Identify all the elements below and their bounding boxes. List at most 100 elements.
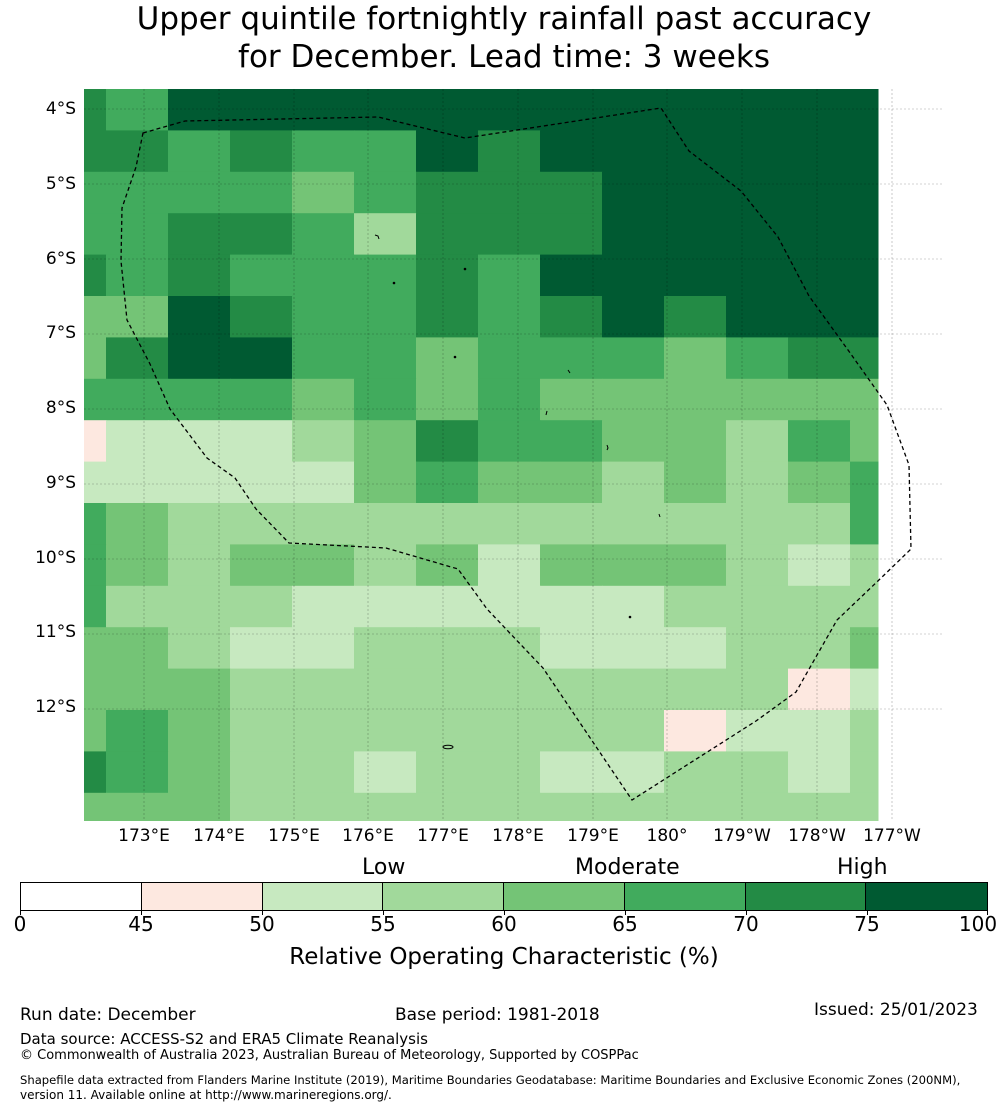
colorbar-tick-label: 75 [854, 912, 880, 936]
grid-cell [354, 337, 417, 380]
grid-cell [84, 792, 107, 821]
grid-cell [540, 296, 603, 338]
grid-cell [788, 585, 851, 628]
grid-cell [540, 213, 603, 256]
grid-cell [84, 668, 107, 711]
data-source: Data source: ACCESS-S2 and ERA5 Climate … [20, 1030, 428, 1048]
grid-cell [788, 130, 851, 173]
lon-label: 177°W [863, 826, 921, 846]
issued-date: Issued: 25/01/2023 [814, 1000, 978, 1020]
grid-cell [354, 130, 417, 173]
grid-cell [292, 544, 355, 587]
colorbar-tick-mark [867, 910, 868, 915]
grid-cell [726, 337, 789, 380]
grid-cell [726, 751, 789, 794]
grid-cell [788, 710, 851, 752]
grid-cell [416, 461, 479, 504]
map-title: Upper quintile fortnightly rainfall past… [0, 0, 1008, 76]
colorbar-tick-mark [504, 910, 505, 915]
grid-cell [416, 337, 479, 380]
grid-cell [664, 171, 727, 214]
grid-cell [106, 710, 169, 752]
grid-cell [416, 296, 479, 338]
grid-cell [602, 751, 665, 794]
title-line-1: Upper quintile fortnightly rainfall past… [136, 1, 872, 37]
grid-cell [602, 130, 665, 173]
grid-cell [230, 378, 293, 421]
colorbar-tick-mark [20, 910, 21, 915]
grid-cell [354, 213, 417, 256]
grid-cell [168, 171, 231, 214]
islands [374, 234, 661, 750]
grid-cell [168, 751, 231, 794]
base-period: Base period: 1981-2018 [395, 1005, 600, 1025]
grid-cell [168, 792, 231, 821]
grid-cell [726, 130, 789, 173]
grid-cell [664, 254, 727, 297]
grid-cell [478, 171, 541, 214]
grid-cell [602, 171, 665, 214]
colorbar-tick-label: 65 [612, 912, 638, 936]
grid-cell [478, 544, 541, 587]
colorbar-tick-label: 50 [249, 912, 275, 936]
grid-cell [478, 130, 541, 173]
lat-label: 8°S [45, 398, 76, 418]
grid-cell [850, 544, 879, 587]
grid-cell [354, 296, 417, 338]
grid-cell [664, 585, 727, 628]
grid-cell [664, 710, 727, 752]
grid-cell [354, 461, 417, 504]
grid-cell [478, 378, 541, 421]
category-high: High [837, 855, 888, 880]
grid-cell [230, 710, 293, 752]
colorbar-tick-mark [746, 910, 747, 915]
grid-cell [850, 503, 879, 545]
grid-cell [788, 213, 851, 256]
grid-cell [850, 296, 879, 338]
grid-cell [84, 213, 107, 256]
grid-cell [726, 171, 789, 214]
lon-label: 179°E [567, 826, 619, 846]
grid-cell [664, 461, 727, 504]
grid-cell [292, 378, 355, 421]
grid-cell [354, 710, 417, 752]
grid-cell [230, 337, 293, 380]
shapefile-credit-line-1: Shapefile data extracted from Flanders M… [20, 1073, 961, 1087]
grid-cell [416, 751, 479, 794]
grid-cell [230, 544, 293, 587]
grid-cell [602, 254, 665, 297]
grid-cell [602, 461, 665, 504]
grid-cell [664, 213, 727, 256]
grid-cell [850, 213, 879, 256]
grid-cell [478, 792, 541, 821]
grid-cell [726, 544, 789, 587]
grid-cell [726, 710, 789, 752]
grid-cell [850, 461, 879, 504]
grid-cell [602, 585, 665, 628]
grid-cell [850, 254, 879, 297]
grid-cell [292, 171, 355, 214]
grid-cell [84, 378, 107, 421]
grid-cell [230, 792, 293, 821]
grid-cell [354, 544, 417, 587]
grid-cell [788, 544, 851, 587]
grid-cell [106, 585, 169, 628]
grid-cell [664, 130, 727, 173]
grid-cell [602, 503, 665, 545]
grid-cell [540, 420, 603, 463]
lon-label: 177°E [417, 826, 469, 846]
grid-cell [788, 461, 851, 504]
grid-cell [292, 130, 355, 173]
grid-cell [850, 171, 879, 214]
grid-cell [292, 792, 355, 821]
lat-label: 7°S [45, 323, 76, 343]
grid-cell [106, 254, 169, 297]
grid-cell [540, 751, 603, 794]
grid-cell [230, 751, 293, 794]
grid-cell [106, 461, 169, 504]
grid-cell [850, 627, 879, 670]
lon-label: 175°E [268, 826, 320, 846]
grid-cell [540, 668, 603, 711]
grid-cell [168, 668, 231, 711]
grid-cell [168, 461, 231, 504]
